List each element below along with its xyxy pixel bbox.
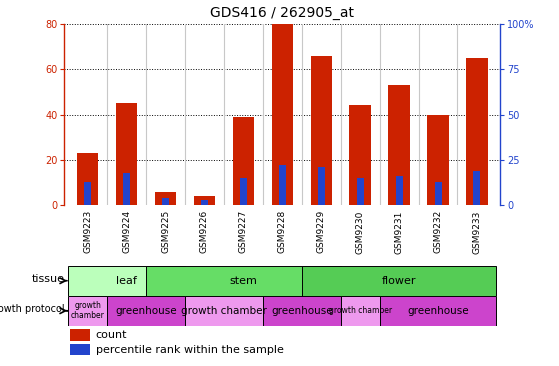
Bar <box>201 200 208 205</box>
Text: GSM9229: GSM9229 <box>317 210 326 253</box>
Text: growth protocol: growth protocol <box>0 304 65 314</box>
Title: GDS416 / 262905_at: GDS416 / 262905_at <box>210 6 354 20</box>
Bar <box>69 344 91 355</box>
Bar <box>318 167 325 205</box>
Text: GSM9224: GSM9224 <box>122 210 131 253</box>
Text: GSM9231: GSM9231 <box>395 210 404 254</box>
Bar <box>279 165 286 205</box>
Bar <box>349 105 371 205</box>
Text: tissue: tissue <box>32 274 65 284</box>
Text: growth chamber: growth chamber <box>181 306 267 316</box>
Text: GSM9228: GSM9228 <box>278 210 287 253</box>
Text: leaf: leaf <box>116 276 137 286</box>
Text: GSM9233: GSM9233 <box>472 210 481 254</box>
Bar <box>389 85 410 205</box>
Bar <box>146 266 340 296</box>
Text: flower: flower <box>382 276 416 286</box>
Text: greenhouse: greenhouse <box>407 306 469 316</box>
Bar <box>302 266 496 296</box>
Bar <box>194 196 215 205</box>
Text: GSM9226: GSM9226 <box>200 210 209 253</box>
Text: growth
chamber: growth chamber <box>70 301 105 320</box>
Bar <box>69 329 91 340</box>
Bar <box>68 266 185 296</box>
Text: GSM9227: GSM9227 <box>239 210 248 253</box>
Text: GSM9230: GSM9230 <box>356 210 364 254</box>
Bar <box>240 178 247 205</box>
Text: greenhouse: greenhouse <box>271 306 333 316</box>
Text: GSM9232: GSM9232 <box>434 210 443 253</box>
Bar <box>84 182 91 205</box>
Bar <box>123 173 130 205</box>
Text: growth chamber: growth chamber <box>329 306 392 315</box>
Text: GSM9223: GSM9223 <box>83 210 92 253</box>
Bar <box>340 296 380 326</box>
Bar <box>77 153 98 205</box>
Text: count: count <box>96 330 127 340</box>
Bar <box>473 171 480 205</box>
Bar <box>107 296 185 326</box>
Bar <box>233 117 254 205</box>
Text: GSM9225: GSM9225 <box>161 210 170 253</box>
Bar <box>263 296 340 326</box>
Text: stem: stem <box>229 276 257 286</box>
Bar <box>427 115 449 205</box>
Bar <box>68 296 107 326</box>
Bar <box>310 56 332 205</box>
Text: greenhouse: greenhouse <box>115 306 177 316</box>
Bar <box>272 24 293 205</box>
Bar <box>162 198 169 205</box>
Bar <box>380 296 496 326</box>
Bar <box>357 178 364 205</box>
Bar <box>155 192 176 205</box>
Bar <box>185 296 263 326</box>
Bar <box>466 58 487 205</box>
Text: percentile rank within the sample: percentile rank within the sample <box>96 345 283 355</box>
Bar <box>434 182 442 205</box>
Bar <box>116 103 138 205</box>
Bar <box>396 176 402 205</box>
